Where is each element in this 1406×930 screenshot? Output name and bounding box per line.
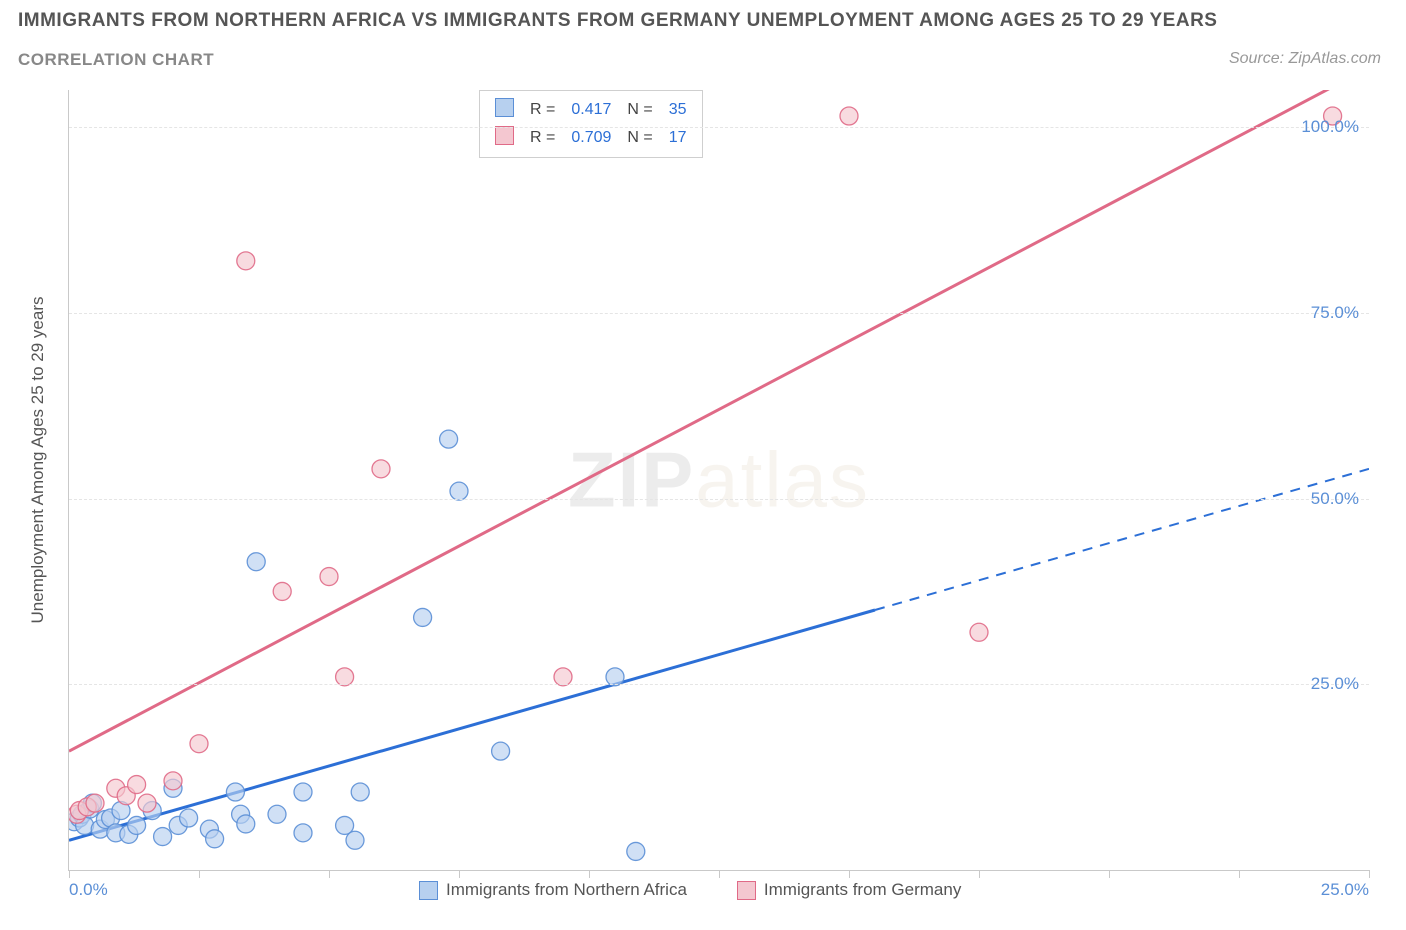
source-attribution: Source: ZipAtlas.com bbox=[1229, 50, 1381, 68]
legend-row: R =0.417N =35 bbox=[488, 97, 694, 123]
data-point bbox=[336, 668, 354, 686]
legend-item: Immigrants from Germany bbox=[737, 880, 961, 900]
page-title: IMMIGRANTS FROM NORTHERN AFRICA VS IMMIG… bbox=[18, 10, 1217, 32]
data-point bbox=[627, 842, 645, 860]
trend-line bbox=[69, 90, 1369, 751]
y-tick-label: 25.0% bbox=[1311, 674, 1359, 694]
series-legend: Immigrants from Northern Africa Immigrant… bbox=[419, 880, 961, 900]
data-point bbox=[554, 668, 572, 686]
data-point bbox=[840, 107, 858, 125]
data-point bbox=[237, 252, 255, 270]
x-axis-max-label: 25.0% bbox=[1321, 880, 1369, 900]
legend-swatch bbox=[495, 98, 514, 117]
scatter-plot: ZIPatlas R =0.417N =35R =0.709N =17 0.0%… bbox=[68, 90, 1369, 871]
data-point bbox=[440, 430, 458, 448]
chart-container: Unemployment Among Ages 25 to 29 years Z… bbox=[18, 80, 1388, 910]
data-point bbox=[190, 735, 208, 753]
data-point bbox=[273, 582, 291, 600]
data-point bbox=[226, 783, 244, 801]
legend-r-label: R = bbox=[523, 125, 562, 151]
gridline bbox=[69, 499, 1369, 500]
legend-row: R =0.709N =17 bbox=[488, 125, 694, 151]
data-point bbox=[180, 809, 198, 827]
x-tick bbox=[719, 870, 720, 878]
x-tick bbox=[69, 870, 70, 878]
legend-label: Immigrants from Germany bbox=[764, 880, 961, 900]
data-point bbox=[372, 460, 390, 478]
data-point bbox=[138, 794, 156, 812]
legend-n-value: 35 bbox=[662, 97, 694, 123]
source-label: Source: bbox=[1229, 50, 1289, 67]
x-tick bbox=[589, 870, 590, 878]
y-axis-label: Unemployment Among Ages 25 to 29 years bbox=[28, 110, 48, 810]
gridline bbox=[69, 313, 1369, 314]
data-point bbox=[450, 482, 468, 500]
legend-swatch bbox=[495, 126, 514, 145]
legend-r-label: R = bbox=[523, 97, 562, 123]
x-tick bbox=[329, 870, 330, 878]
trend-line bbox=[69, 610, 875, 840]
legend-label: Immigrants from Northern Africa bbox=[446, 880, 687, 900]
data-point bbox=[247, 553, 265, 571]
data-point bbox=[268, 805, 286, 823]
correlation-legend-table: R =0.417N =35R =0.709N =17 bbox=[486, 95, 696, 153]
x-axis-min-label: 0.0% bbox=[69, 880, 108, 900]
trend-line-extrapolated bbox=[875, 469, 1369, 610]
data-point bbox=[237, 815, 255, 833]
data-point bbox=[128, 816, 146, 834]
data-point bbox=[492, 742, 510, 760]
source-name: ZipAtlas.com bbox=[1289, 50, 1381, 67]
x-tick bbox=[459, 870, 460, 878]
data-point bbox=[320, 568, 338, 586]
data-point bbox=[970, 623, 988, 641]
y-tick-label: 75.0% bbox=[1311, 303, 1359, 323]
y-tick-label: 50.0% bbox=[1311, 489, 1359, 509]
legend-swatch bbox=[419, 881, 438, 900]
x-tick bbox=[199, 870, 200, 878]
data-point bbox=[294, 783, 312, 801]
y-tick-label: 100.0% bbox=[1301, 117, 1359, 137]
legend-n-label: N = bbox=[620, 97, 659, 123]
data-point bbox=[86, 794, 104, 812]
legend-n-value: 17 bbox=[662, 125, 694, 151]
x-tick bbox=[1239, 870, 1240, 878]
page-subtitle: CORRELATION CHART bbox=[18, 50, 214, 70]
gridline bbox=[69, 684, 1369, 685]
x-tick bbox=[849, 870, 850, 878]
data-point bbox=[351, 783, 369, 801]
legend-item: Immigrants from Northern Africa bbox=[419, 880, 687, 900]
data-point bbox=[206, 830, 224, 848]
x-tick bbox=[1109, 870, 1110, 878]
data-point bbox=[154, 828, 172, 846]
data-point bbox=[414, 608, 432, 626]
plot-svg bbox=[69, 90, 1369, 870]
x-tick bbox=[979, 870, 980, 878]
data-point bbox=[606, 668, 624, 686]
data-point bbox=[294, 824, 312, 842]
x-tick bbox=[1369, 870, 1370, 878]
legend-n-label: N = bbox=[620, 125, 659, 151]
legend-r-value: 0.709 bbox=[564, 125, 618, 151]
data-point bbox=[346, 831, 364, 849]
data-point bbox=[164, 772, 182, 790]
correlation-legend: R =0.417N =35R =0.709N =17 bbox=[479, 90, 703, 158]
gridline bbox=[69, 127, 1369, 128]
data-point bbox=[128, 776, 146, 794]
legend-swatch bbox=[737, 881, 756, 900]
legend-r-value: 0.417 bbox=[564, 97, 618, 123]
